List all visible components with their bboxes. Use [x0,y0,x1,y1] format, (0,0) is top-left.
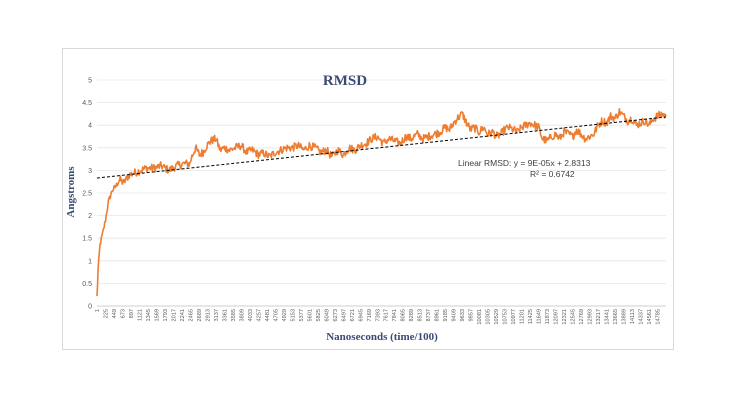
x-tick-label: 12545 [571,309,577,325]
x-tick-label: 9633 [460,309,466,321]
x-tick-label: 3137 [214,309,220,321]
trendline-r2: R² = 0.6742 [530,169,575,179]
x-tick-label: 13217 [596,309,602,325]
y-tick-label: 5 [88,78,92,85]
x-tick-label: 1 [95,309,101,312]
x-tick-label: 12321 [562,309,568,325]
y-tick-label: 3.5 [82,145,92,152]
x-tick-label: 11649 [537,309,543,324]
y-tick-labels: 0 0.5 1 1.5 2 2.5 3 3.5 4 4.5 5 [82,78,92,311]
x-tick-label: 10305 [486,309,492,325]
x-tick-label: 11873 [545,309,551,324]
x-tick-label: 2017 [171,309,177,321]
x-tick-label: 9409 [452,309,458,321]
x-tick-label: 2689 [197,309,203,321]
x-tick-label: 6945 [358,309,364,321]
x-tick-label: 3361 [222,309,228,321]
x-tick-label: 4033 [248,309,254,321]
x-tick-label: 897 [129,309,135,318]
x-tick-label: 2241 [180,309,186,321]
trendline-equation: Linear RMSD: y = 9E-05x + 2.8313 [458,158,591,168]
x-tick-label: 6497 [341,309,347,321]
x-tick-labels: 1 225 449 673 897 1121 1345 1569 1793 2017 2241 246… [95,309,662,325]
x-tick-label: 14561 [647,309,653,325]
chart-area [62,48,674,350]
x-tick-label: 10081 [477,309,483,325]
x-tick-label: 14337 [639,309,645,325]
x-tick-label: 4481 [265,309,271,321]
x-tick-label: 4705 [273,309,279,321]
x-tick-label: 11425 [528,309,534,324]
x-axis-label: Nanoseconds (time/100) [326,331,438,343]
y-tick-label: 1.5 [82,236,92,243]
x-tick-label: 2465 [188,309,194,321]
x-tick-label: 5377 [299,309,305,321]
x-tick-label: 8961 [435,309,441,321]
x-tick-label: 12097 [554,309,560,325]
x-tick-label: 1345 [146,309,152,321]
y-tick-label: 0.5 [82,281,92,288]
x-tick-label: 2913 [205,309,211,321]
x-tick-label: 7617 [384,309,390,321]
x-tick-label: 3809 [239,309,245,321]
x-tick-label: 12769 [579,309,585,325]
x-tick-label: 8065 [401,309,407,321]
y-tick-label: 1 [88,258,92,265]
y-tick-label: 4 [88,123,92,130]
x-tick-label: 8513 [418,309,424,321]
x-tick-label: 13441 [605,309,611,325]
x-tick-label: 1569 [154,309,160,321]
x-tick-label: 13889 [622,309,628,325]
x-tick-label: 1793 [163,309,169,321]
x-tick-label: 7169 [367,309,373,321]
x-tick-label: 6273 [333,309,339,321]
x-tick-label: 8737 [426,309,432,321]
series-line-rmsd [96,108,667,297]
x-tick-label: 13665 [613,309,619,325]
y-axis-label: Angstroms [65,166,77,218]
x-tick-label: 4929 [282,309,288,321]
x-tick-label: 9857 [469,309,475,321]
x-tick-label: 4257 [256,309,262,321]
x-tick-label: 1121 [137,309,143,321]
x-tick-label: 10529 [494,309,500,325]
y-tick-label: 3 [88,168,92,175]
x-tick-label: 14113 [630,309,636,324]
y-tick-label: 0 [88,304,92,311]
x-tick-label: 449 [112,309,118,318]
x-tick-label: 9185 [443,309,449,321]
x-tick-label: 5825 [316,309,322,321]
x-tick-label: 7393 [375,309,381,321]
x-tick-label: 6049 [324,309,330,321]
x-tick-label: 10977 [511,309,517,325]
x-tick-label: 3585 [231,309,237,321]
x-tick-label: 8289 [409,309,415,321]
y-tick-label: 2.5 [82,191,92,198]
gridlines [97,79,666,284]
x-tick-label: 11201 [520,309,526,324]
x-tick-label: 6721 [350,309,356,321]
x-tick-label: 673 [120,309,126,318]
y-tick-label: 4.5 [82,100,92,107]
x-tick-label: 10753 [503,309,509,325]
y-tick-label: 2 [88,213,92,220]
x-tick-label: 7841 [392,309,398,321]
trendline [96,116,667,179]
x-tick-label: 12993 [588,309,594,325]
x-tick-label: 5601 [307,309,313,321]
x-tick-label: 5153 [290,309,296,321]
chart-title: RMSD [323,73,367,89]
x-tick-label: 14785 [656,309,662,325]
x-tick-label: 225 [103,309,109,318]
